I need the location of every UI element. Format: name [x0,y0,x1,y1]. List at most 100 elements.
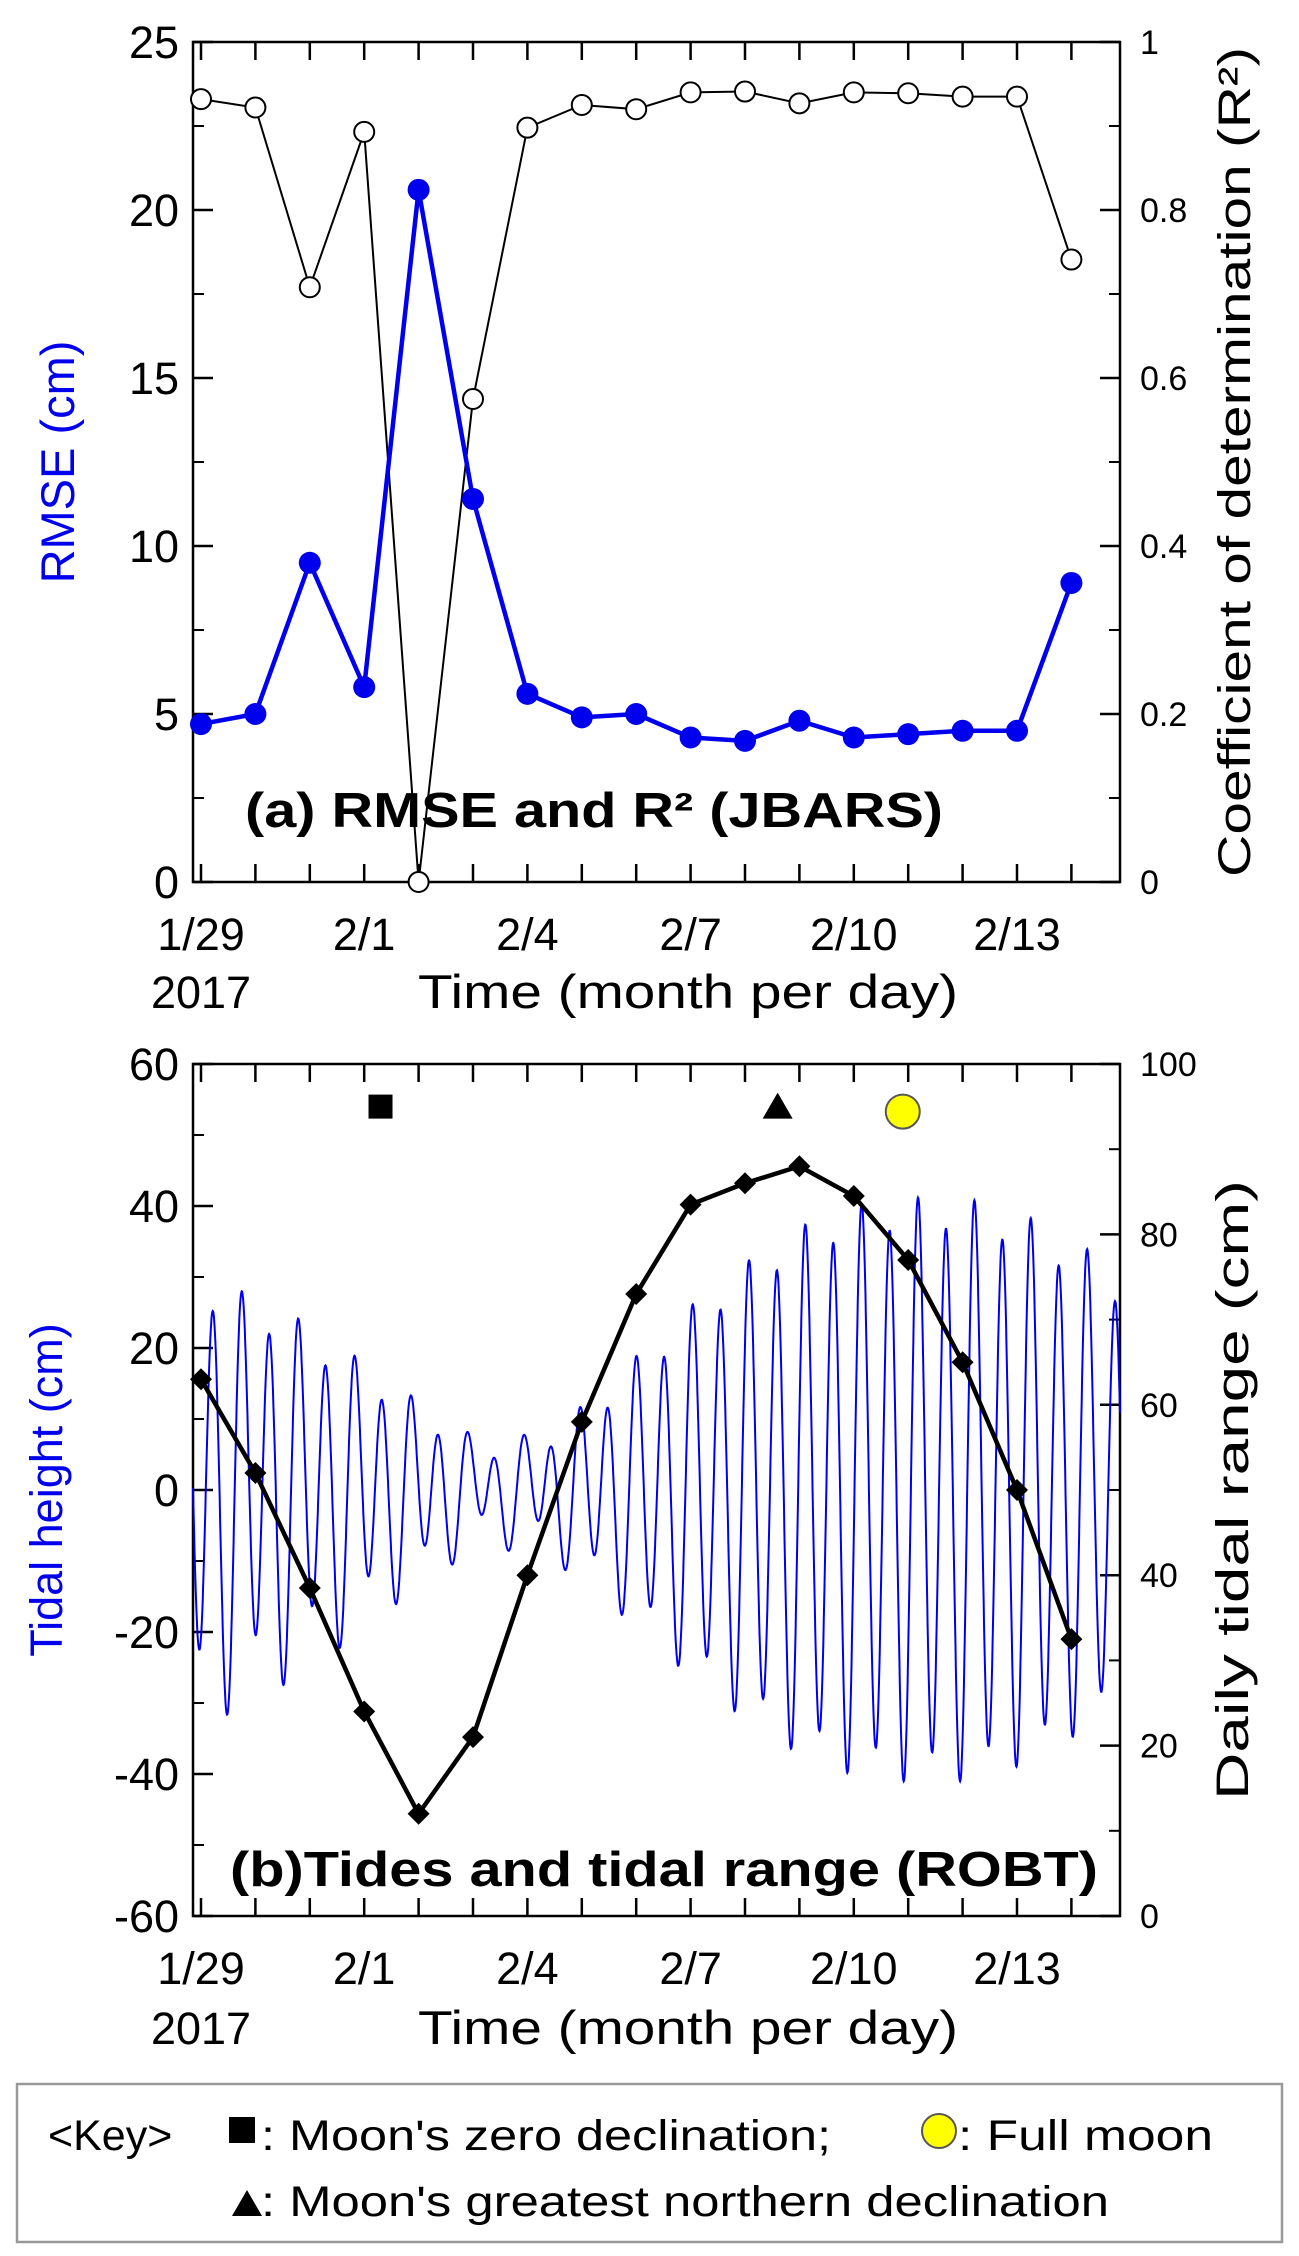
tidal-range-point [353,1700,376,1723]
r2-point [842,81,865,104]
tidal-range-point [570,1410,593,1433]
y-tick-label: -40 [114,1749,179,1800]
legend-prefix: <Key> [48,2112,172,2160]
tidal-range-point [516,1564,539,1587]
tidal-range-point [244,1461,267,1484]
y-tick-label: 0 [154,1465,179,1516]
r2-point [570,94,593,116]
legend-zero-declination: : Moon's zero declination; [261,2112,831,2160]
r2-line [200,90,1073,883]
rmse-point [1006,719,1028,742]
rmse-point [679,726,702,749]
r2-point [897,82,920,105]
y2-tick-label: 0.6 [1140,360,1187,398]
legend-full-moon-marker [921,2113,957,2149]
tidal-range-point [407,1802,430,1825]
tidal-range-point [734,1172,756,1195]
y2-tick-label: 1 [1140,24,1159,62]
y-tick-label: 10 [129,521,179,572]
panel-a-y-ticks: 0 5 10 15 20 25 [129,17,213,908]
tidal-range-point [625,1283,648,1306]
tidal-range-point [1006,1479,1028,1501]
full-moon-marker [884,1093,921,1130]
x-tick-label: 2/1 [333,1943,396,1994]
y-tick-label: 25 [129,17,179,68]
tidal-range-point [951,1351,974,1374]
r2-series [190,80,1083,893]
y2-tick-label: 0 [1140,1898,1159,1936]
panel-a-ylabel2: Coefficient of determination (R²) [1209,47,1260,877]
y2-tick-label: 0.4 [1140,528,1187,566]
r2-point [353,120,376,143]
rmse-point [462,487,484,510]
rmse-point [625,703,648,725]
y2-tick-label: 0.2 [1140,696,1187,734]
rmse-point [951,719,974,742]
y-tick-label: -60 [114,1891,179,1942]
panel-b-x-ticks: 1/29 2/1 2/4 2/7 2/10 2/13 [157,1064,1073,1994]
y2-tick-label: 40 [1140,1557,1178,1595]
r2-point [734,80,756,103]
rmse-point [516,682,539,705]
y-tick-label: 20 [129,1323,179,1374]
x-tick-label: 1/29 [157,1943,245,1994]
panel-b: 1/29 2/1 2/4 2/7 2/10 2/13 -60 -40 -20 0 20 40 60 0… [21,1039,1258,2054]
x-tick-label: 2/7 [659,1943,722,1994]
y-tick-label: 5 [154,689,179,740]
panel-a-plot-frame [191,40,1122,884]
r2-point [516,116,539,139]
r2-point [951,85,974,108]
rmse-point [407,178,430,201]
r2-point [1006,85,1028,108]
moon-event-markers [368,1092,921,1130]
northern-declination-marker [762,1092,793,1119]
rmse-point [190,713,212,736]
rmse-point [734,729,756,752]
panel-a-y2-ticks: 0 0.2 0.4 0.6 0.8 1 [1100,24,1187,902]
r2-point [462,388,484,410]
tidal-range-point [462,1726,484,1749]
panel-b-ylabel2: Daily tidal range (cm) [1207,1180,1258,1800]
y2-tick-label: 100 [1140,1046,1197,1084]
panel-b-y2-ticks: 0 20 40 60 80 100 [1100,1046,1197,1936]
y2-tick-label: 20 [1140,1728,1178,1766]
y-tick-label: -20 [114,1607,179,1658]
x-tick-label: 2/4 [496,1943,559,1994]
panel-b-title: (b)Tides and tidal range (ROBT) [230,1843,1098,1897]
tidal-range-series [190,1155,1083,1825]
rmse-point [570,706,593,729]
x-tick-label: 2/10 [810,1943,898,1994]
legend-frame [15,2082,1284,2244]
tidal-range-point [298,1576,321,1599]
x-tick-label: 2/13 [973,909,1061,960]
panel-a-x-ticks: 1/29 2/1 2/4 2/7 2/10 2/13 [157,42,1073,960]
y2-tick-label: 0.8 [1140,192,1187,230]
rmse-point [244,703,267,725]
tidal-range-point [679,1193,702,1216]
legend-triangle-marker [232,2190,262,2216]
r2-point [407,871,430,893]
panel-b-xlabel: Time (month per day) [418,2001,958,2054]
legend-northern-declination: : Moon's greatest northern declination [261,2178,1109,2226]
y-tick-label: 40 [129,1181,179,1232]
panel-a-year-label: 2017 [151,967,251,1018]
r2-point [625,98,648,121]
tidal-height-series [192,1194,1121,1784]
r2-point [190,88,212,111]
x-tick-label: 2/10 [810,909,898,960]
r2-point [679,81,702,104]
r2-point [788,92,811,115]
rmse-point [1060,571,1083,594]
r2-point [1060,248,1083,271]
zero-declination-marker [368,1094,393,1119]
rmse-point [842,726,865,749]
x-tick-label: 2/1 [333,909,396,960]
tidal-range-point [1060,1628,1083,1651]
panel-b-ylabel: Tidal height (cm) [21,1323,72,1656]
panel-a-title: (a) RMSE and R² (JBARS) [245,784,943,838]
rmse-point [298,551,321,574]
legend-square-marker [229,2117,255,2143]
r2-point [244,96,267,119]
tidal-range-point [897,1248,920,1271]
